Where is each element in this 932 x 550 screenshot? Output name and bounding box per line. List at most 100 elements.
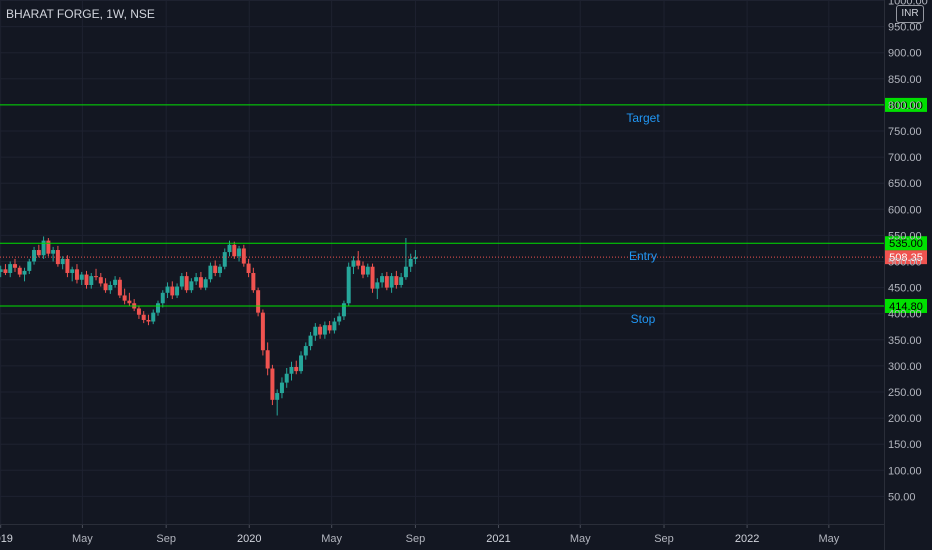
candle-up (337, 312, 342, 326)
candle-down (46, 238, 51, 257)
candle-body (408, 258, 413, 267)
candle-body (127, 300, 132, 304)
candle-up (113, 276, 118, 288)
price-tick-label: 200.00 (888, 413, 922, 425)
candle-body (232, 244, 237, 257)
candle-body (65, 258, 70, 273)
candle-down (3, 264, 8, 276)
candle-down (74, 264, 79, 284)
candle-down (327, 321, 332, 334)
candle-up (51, 246, 56, 262)
candle-up (175, 283, 180, 299)
candle-down (251, 267, 256, 293)
candle-body (279, 382, 284, 394)
price-level[interactable]: 535.00 Entry (0, 236, 927, 263)
time-axis[interactable]: 2019 May Sep 2020 May Sep 2021 May Sep 2022 May (0, 524, 884, 545)
candle-body (213, 265, 218, 273)
price-tick-label: 600.00 (888, 204, 922, 216)
candle-down (198, 271, 203, 290)
price-axis[interactable]: 50.00 100.00 150.00 200.00 250.00 300.00 350.0… (884, 0, 928, 550)
candle-down (146, 314, 151, 326)
candle-body (113, 279, 118, 285)
candle-down (12, 258, 17, 272)
time-tick-label: May (72, 533, 93, 545)
price-level[interactable]: 800.00 Target (0, 97, 927, 125)
price-tick-label: 400.00 (888, 309, 922, 321)
candle-up (203, 277, 208, 291)
candle-down (136, 305, 141, 319)
chart-title: BHARAT FORGE, 1W, NSE (6, 7, 155, 21)
candle-down (260, 309, 265, 356)
candle-up (351, 256, 356, 275)
candle-up (32, 246, 37, 265)
candle-body (117, 279, 122, 296)
candle-up (151, 309, 156, 325)
price-levels[interactable]: 508.35 800.00 Target 535.00 Entry 414.80 Stop (0, 97, 927, 326)
price-tick-label: 300.00 (888, 361, 922, 373)
candle-up (408, 253, 413, 272)
candle-body (394, 276, 399, 285)
candle-up (375, 278, 380, 300)
candle-up (303, 342, 308, 360)
candle-down (127, 292, 132, 306)
candle-body (208, 265, 213, 280)
candle-up (403, 238, 408, 280)
price-level[interactable]: 414.80 Stop (0, 298, 927, 326)
candle-body (12, 264, 17, 268)
candle-body (365, 266, 370, 275)
candle-up (365, 263, 370, 278)
candle-body (351, 260, 356, 267)
candle-body (103, 283, 108, 291)
candle-down (84, 270, 89, 289)
candle-up (279, 377, 284, 399)
candle-body (27, 261, 32, 271)
candle-body (318, 326, 323, 335)
candle-body (79, 274, 84, 280)
candle-down (55, 245, 60, 267)
candle-body (399, 277, 404, 285)
candle-body (322, 325, 327, 335)
candle-down (232, 241, 237, 259)
candle-body (170, 286, 175, 296)
candle-body (51, 250, 56, 254)
candle-body (141, 314, 146, 320)
candle-body (241, 248, 246, 264)
price-tick-label: 450.00 (888, 283, 922, 295)
last-price-label: 508.35 (889, 252, 923, 264)
candle-up (389, 272, 394, 293)
candle-up (108, 281, 113, 294)
candle-body (246, 263, 251, 273)
candle-body (194, 277, 199, 282)
price-tick-label: 500.00 (888, 257, 922, 269)
candle-down (294, 360, 299, 375)
candle-up (222, 248, 227, 270)
candle-body (60, 258, 65, 265)
candle-up (308, 331, 313, 351)
candle-body (175, 286, 180, 296)
candle-body (98, 277, 103, 284)
candle-body (341, 303, 346, 317)
candle-body (156, 303, 161, 313)
candle-body (160, 292, 165, 304)
currency-button[interactable]: INR (896, 5, 924, 23)
level-tag (885, 236, 927, 251)
candle-up (8, 261, 13, 278)
level-price-label: 800.00 (889, 100, 923, 112)
candle-body (74, 269, 79, 280)
candle-up (284, 367, 289, 388)
candle-body (299, 355, 304, 372)
candle-down (65, 255, 70, 278)
level-tag (885, 298, 927, 313)
price-tick-label: 150.00 (888, 439, 922, 451)
candle-body (346, 266, 351, 304)
candle-down (117, 277, 122, 299)
candle-down (318, 324, 323, 339)
candle-body (237, 248, 242, 257)
price-tick-label: 950.00 (888, 22, 922, 34)
candle-down (170, 281, 175, 300)
candle-body (356, 260, 361, 266)
candle-body (198, 277, 203, 288)
price-tick-label: 350.00 (888, 335, 922, 347)
time-tick-label: May (321, 533, 342, 545)
